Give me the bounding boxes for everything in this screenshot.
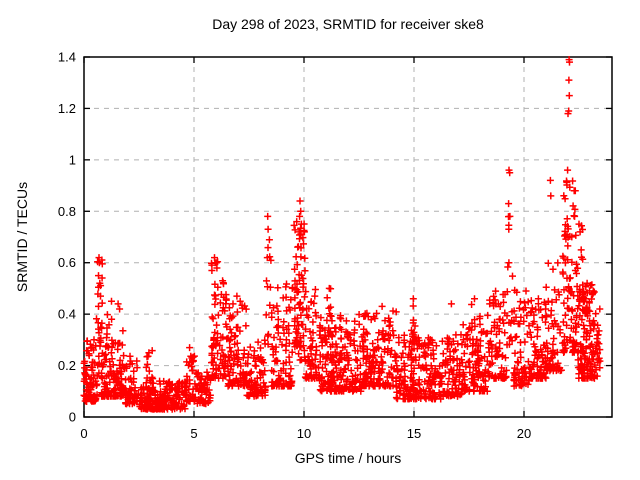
x-tick-label: 15 — [407, 426, 421, 441]
x-tick-label: 5 — [190, 426, 197, 441]
x-tick-label: 20 — [517, 426, 531, 441]
x-tick-label: 0 — [80, 426, 87, 441]
tick-labels: 0 5 10 15 20 0 0.2 0.4 0.6 0.8 1 1.2 1.4 — [58, 50, 531, 442]
y-tick-label: 0.8 — [58, 204, 76, 219]
axes-frame — [83, 56, 613, 418]
y-tick-label: 0 — [69, 410, 76, 425]
data-points — [80, 56, 604, 413]
chart-title: Day 298 of 2023, SRMTID for receiver ske… — [212, 16, 484, 32]
axis-ticks — [83, 56, 612, 418]
y-tick-label: 1 — [69, 152, 76, 167]
y-tick-label: 0.6 — [58, 255, 76, 270]
y-tick-label: 0.4 — [58, 307, 76, 322]
y-tick-label: 1.2 — [58, 101, 76, 116]
x-axis-label: GPS time / hours — [294, 450, 402, 466]
y-tick-label: 1.4 — [58, 50, 76, 65]
x-tick-label: 10 — [297, 426, 311, 441]
y-tick-label: 0.2 — [58, 358, 76, 373]
